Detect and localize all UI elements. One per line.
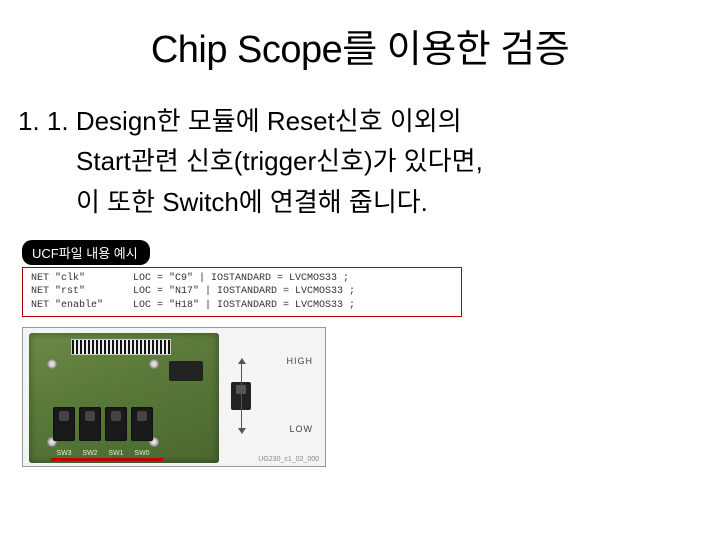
screw-icon — [47, 359, 57, 369]
ucf-nets-column: NET "clk" NET "rst" NET "enable" — [31, 272, 103, 313]
low-label: LOW — [289, 424, 313, 434]
switch-labels-row: SW3 SW2 SW1 SW0 — [53, 450, 153, 457]
switch-label: SW3 — [53, 450, 75, 457]
highlight-underline — [51, 458, 163, 461]
dip-switch-icon — [53, 407, 75, 441]
barcode-icon — [71, 339, 171, 355]
body-line-3: 이 또한 Switch에 연결해 줍니다. — [18, 182, 702, 222]
dip-switch-icon — [79, 407, 101, 441]
switch-label: SW1 — [105, 450, 127, 457]
ucf-label: UCF파일 내용 예시 — [22, 240, 150, 265]
ucf-net-line: NET "rst" — [31, 285, 103, 299]
dip-switch-row — [53, 407, 153, 441]
figure-reference: UG230_c1_02_000 — [258, 456, 319, 463]
page-title: Chip Scope를 이용한 검증 — [0, 0, 720, 73]
switch-label: SW0 — [131, 450, 153, 457]
dip-switch-icon — [131, 407, 153, 441]
ucf-net-line: NET "enable" — [31, 299, 103, 313]
body-line-1: 1. 1. Design한 모듈에 Reset신호 이외의 — [18, 101, 702, 141]
board-figure: SW3 SW2 SW1 SW0 HIGH LOW UG230_c1_02_000 — [22, 327, 326, 467]
switch-label: SW2 — [79, 450, 101, 457]
body-text: 1. 1. Design한 모듈에 Reset신호 이외의 Start관련 신호… — [0, 73, 720, 222]
ucf-loc-line: LOC = "C9" | IOSTANDARD = LVCMOS33 ; — [133, 272, 355, 286]
ucf-loc-line: LOC = "N17" | IOSTANDARD = LVCMOS33 ; — [133, 285, 355, 299]
updown-arrow-icon — [241, 362, 242, 430]
ucf-loc-line: LOC = "H18" | IOSTANDARD = LVCMOS33 ; — [133, 299, 355, 313]
chip-icon — [169, 361, 203, 381]
dip-switch-icon — [105, 407, 127, 441]
high-label: HIGH — [287, 356, 314, 366]
ucf-code-box: NET "clk" NET "rst" NET "enable" LOC = "… — [22, 267, 462, 318]
pcb-board: SW3 SW2 SW1 SW0 — [29, 333, 219, 463]
ucf-label-container: UCF파일 내용 예시 — [22, 240, 192, 265]
ucf-net-line: NET "clk" — [31, 272, 103, 286]
body-line-2: Start관련 신호(trigger신호)가 있다면, — [18, 141, 702, 181]
screw-icon — [149, 359, 159, 369]
switch-direction-panel: HIGH LOW — [219, 328, 325, 466]
ucf-locs-column: LOC = "C9" | IOSTANDARD = LVCMOS33 ; LOC… — [133, 272, 355, 313]
